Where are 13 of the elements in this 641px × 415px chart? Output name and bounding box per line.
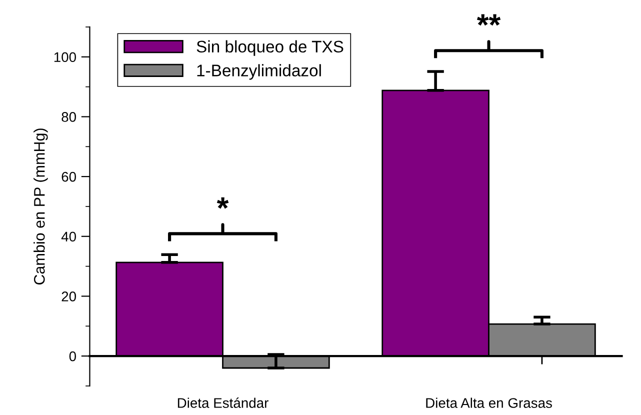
y-tick-label: 80 <box>62 112 76 122</box>
y-tick-label: 100 <box>54 52 76 62</box>
y-tick-label: 60 <box>62 172 76 182</box>
x-tick-label: Dieta Alta en Grasas <box>426 398 552 408</box>
legend-label: 1-Benzylimidazol <box>197 64 321 80</box>
y-tick-label: 40 <box>61 232 76 242</box>
legend-label: Sin bloqueo de TXS <box>196 40 344 56</box>
text: ** <box>476 14 501 26</box>
y-tick-label: 20 <box>62 292 76 302</box>
y-tick-label: 0 <box>69 351 76 362</box>
annotation: * <box>216 197 229 209</box>
x-tick-label: Dieta Estándar <box>178 398 268 408</box>
y-axis-title: Cambio en PP (mmHg) <box>34 128 48 285</box>
